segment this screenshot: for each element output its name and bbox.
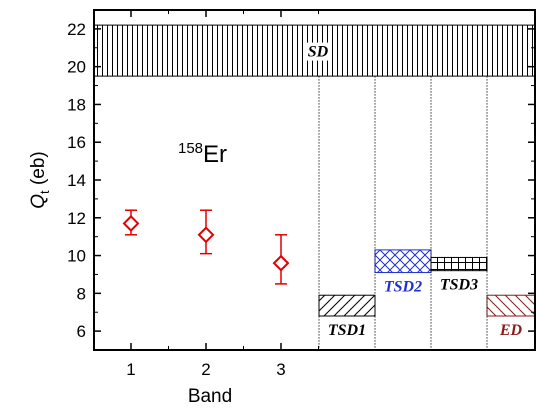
band-label-bg	[438, 275, 480, 294]
band-label-bg	[382, 277, 424, 296]
band-tsd1: TSD1	[318, 294, 376, 339]
y-tick-label: 8	[77, 284, 86, 303]
y-tick-label: 10	[67, 247, 86, 266]
band-label-bg	[499, 321, 523, 339]
band-label-sd: SD	[308, 44, 329, 61]
nucleus-mass: 158	[178, 140, 203, 157]
nucleus-element: Er	[203, 141, 227, 168]
band-sd: SD	[93, 24, 536, 77]
band-ed: ED	[486, 294, 536, 339]
nucleus-annotation: 158Er	[178, 140, 227, 168]
band-fill-tsd3	[430, 256, 488, 272]
y-tick-label: 16	[67, 133, 86, 152]
y-tick-label: 12	[67, 209, 86, 228]
data-point	[272, 234, 290, 285]
bands-layer: SD TSD1 TSD2 TSD3 ED	[93, 24, 536, 339]
band-fill-tsd2	[374, 249, 432, 274]
y-tick-label: 20	[67, 58, 86, 77]
y-tick-label: 14	[67, 171, 86, 190]
band-tsd2: TSD2	[374, 249, 432, 296]
x-tick-label: 2	[201, 360, 210, 379]
band-label-tsd2: TSD2	[384, 279, 422, 296]
x-tick-label: 3	[276, 360, 285, 379]
y-axis-label-q: Q	[28, 194, 49, 209]
y-tick-label: 22	[67, 20, 86, 39]
band-label-bg	[306, 42, 330, 61]
y-tick-label: 6	[77, 322, 86, 341]
band-label-tsd1: TSD1	[328, 322, 366, 339]
x-tick-label: 1	[126, 360, 135, 379]
diamond-marker	[272, 254, 290, 272]
data-point	[197, 209, 215, 255]
data-point	[122, 209, 140, 236]
band-fill-tsd1	[318, 294, 376, 317]
band-label-ed: ED	[499, 322, 523, 339]
y-tick-label: 18	[67, 95, 86, 114]
x-axis-label: Band	[188, 386, 232, 407]
y-axis-label-subscript: t	[37, 190, 52, 194]
y-ticks: 6 8 10 12 14 16 18 20 22	[67, 9, 535, 351]
diamond-marker	[197, 226, 215, 244]
y-axis-label: Qt (eb)	[28, 151, 52, 208]
diamond-marker	[122, 215, 140, 232]
data-points	[122, 209, 290, 285]
x-ticks: 1 2 3	[126, 10, 319, 379]
band-label-tsd3: TSD3	[440, 277, 478, 294]
column-dividers	[318, 76, 488, 350]
band-label-bg	[326, 321, 368, 339]
y-axis-label-unit: (eb)	[28, 151, 49, 190]
band-fill-ed	[486, 294, 536, 317]
band-tsd3: TSD3	[430, 256, 488, 294]
